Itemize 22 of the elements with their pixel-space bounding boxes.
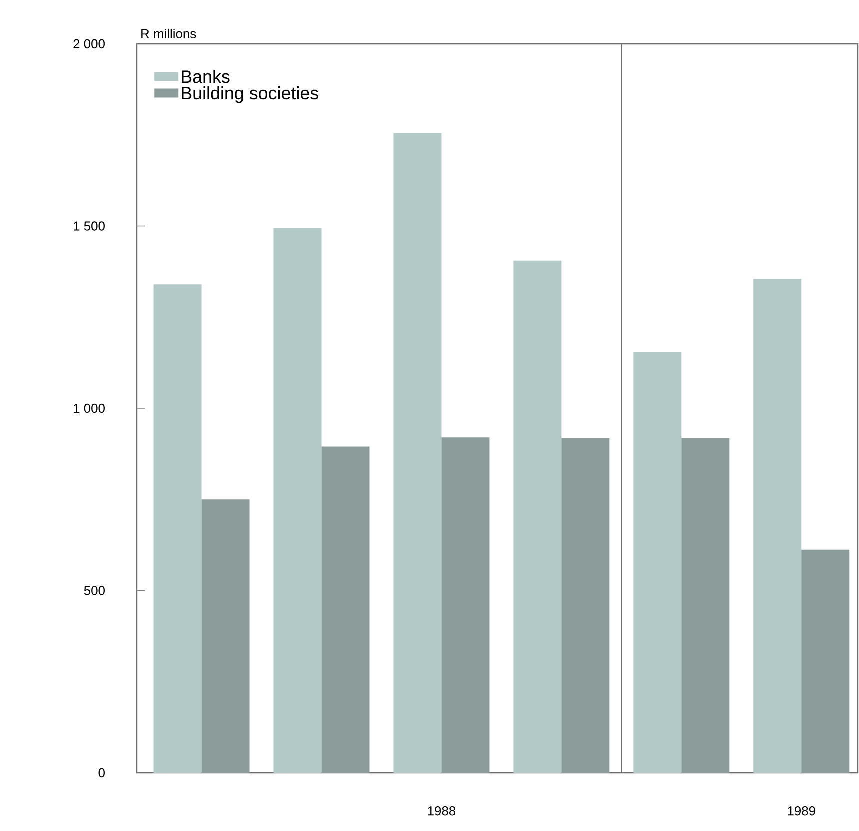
x-tick-label: 1989 <box>788 806 816 816</box>
bar <box>154 284 202 773</box>
bar <box>202 500 250 773</box>
y-axis-title: R millions <box>142 28 196 38</box>
bar <box>634 352 682 773</box>
legend-label: Banks <box>182 70 230 84</box>
y-tick-label: 2 000 <box>74 39 105 49</box>
bar <box>562 438 610 773</box>
y-tick-label: 1 000 <box>74 404 105 414</box>
y-tick-label: 1 500 <box>74 222 105 231</box>
bar <box>394 133 442 773</box>
x-tick-label: 1988 <box>428 806 456 816</box>
bar <box>442 438 490 773</box>
legend-label: Building societies <box>182 86 318 104</box>
bar <box>274 228 322 773</box>
y-tick-label: 0 <box>98 768 105 778</box>
bar <box>802 550 850 773</box>
bar <box>514 260 562 773</box>
bar <box>754 279 802 773</box>
y-tick-label: 500 <box>84 586 105 596</box>
bar <box>322 446 370 773</box>
bar <box>682 438 730 773</box>
